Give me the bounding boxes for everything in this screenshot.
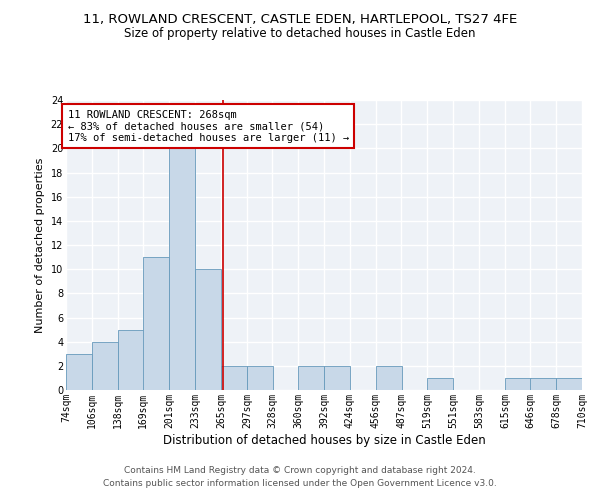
Bar <box>169 148 194 390</box>
Y-axis label: Number of detached properties: Number of detached properties <box>35 158 45 332</box>
Bar <box>247 366 272 390</box>
Bar <box>376 366 401 390</box>
Bar <box>298 366 323 390</box>
Bar <box>325 366 350 390</box>
Bar <box>196 269 221 390</box>
Bar <box>143 257 169 390</box>
Bar <box>427 378 452 390</box>
Bar <box>505 378 530 390</box>
Bar <box>556 378 581 390</box>
Text: Contains HM Land Registry data © Crown copyright and database right 2024.
Contai: Contains HM Land Registry data © Crown c… <box>103 466 497 487</box>
X-axis label: Distribution of detached houses by size in Castle Eden: Distribution of detached houses by size … <box>163 434 485 446</box>
Bar <box>221 366 247 390</box>
Bar <box>118 330 143 390</box>
Text: 11 ROWLAND CRESCENT: 268sqm
← 83% of detached houses are smaller (54)
17% of sem: 11 ROWLAND CRESCENT: 268sqm ← 83% of det… <box>68 110 349 143</box>
Bar <box>530 378 556 390</box>
Text: 11, ROWLAND CRESCENT, CASTLE EDEN, HARTLEPOOL, TS27 4FE: 11, ROWLAND CRESCENT, CASTLE EDEN, HARTL… <box>83 12 517 26</box>
Bar <box>92 342 118 390</box>
Bar <box>67 354 92 390</box>
Text: Size of property relative to detached houses in Castle Eden: Size of property relative to detached ho… <box>124 28 476 40</box>
